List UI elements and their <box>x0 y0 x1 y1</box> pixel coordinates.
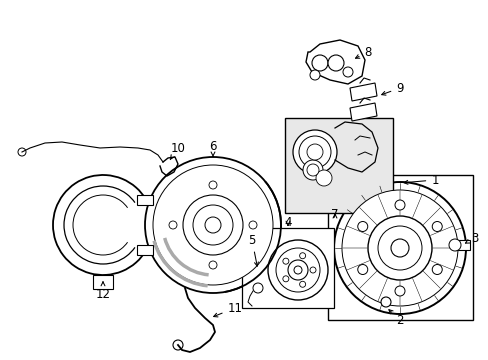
Circle shape <box>333 182 465 314</box>
Text: 3: 3 <box>465 231 478 244</box>
Polygon shape <box>349 83 376 101</box>
Text: 5: 5 <box>248 234 258 266</box>
Circle shape <box>309 267 315 273</box>
Polygon shape <box>305 40 364 84</box>
Text: 12: 12 <box>95 282 110 302</box>
Text: 1: 1 <box>403 174 438 186</box>
Circle shape <box>248 221 257 229</box>
Circle shape <box>377 226 421 270</box>
Circle shape <box>204 217 221 233</box>
Circle shape <box>357 265 367 274</box>
Circle shape <box>394 200 404 210</box>
Circle shape <box>431 221 441 231</box>
Circle shape <box>394 286 404 296</box>
Bar <box>137 244 153 255</box>
Circle shape <box>309 70 319 80</box>
Circle shape <box>287 260 307 280</box>
Circle shape <box>357 221 367 231</box>
Text: 10: 10 <box>170 141 185 159</box>
Text: 8: 8 <box>355 45 371 58</box>
Circle shape <box>293 266 302 274</box>
Circle shape <box>311 55 327 71</box>
Circle shape <box>252 283 263 293</box>
Circle shape <box>367 216 431 280</box>
Circle shape <box>208 181 217 189</box>
Circle shape <box>193 205 232 245</box>
Bar <box>137 195 153 206</box>
Text: 9: 9 <box>381 81 403 95</box>
Circle shape <box>306 164 318 176</box>
Circle shape <box>292 130 336 174</box>
Circle shape <box>431 265 441 274</box>
Text: 2: 2 <box>388 310 403 327</box>
Circle shape <box>267 240 327 300</box>
Circle shape <box>380 297 390 307</box>
Circle shape <box>299 253 305 259</box>
Circle shape <box>341 190 457 306</box>
Bar <box>285 118 392 213</box>
Circle shape <box>275 248 319 292</box>
Circle shape <box>183 195 243 255</box>
Circle shape <box>298 136 330 168</box>
Bar <box>93 275 113 289</box>
Circle shape <box>306 144 323 160</box>
Circle shape <box>342 67 352 77</box>
Polygon shape <box>349 103 376 121</box>
Circle shape <box>303 160 323 180</box>
Text: 11: 11 <box>213 302 242 317</box>
Bar <box>454 240 469 250</box>
Circle shape <box>299 281 305 287</box>
Circle shape <box>327 55 343 71</box>
Circle shape <box>169 221 177 229</box>
Text: 4: 4 <box>284 216 291 229</box>
Circle shape <box>208 261 217 269</box>
Circle shape <box>153 165 272 285</box>
Text: 7: 7 <box>330 208 338 221</box>
Circle shape <box>145 157 281 293</box>
Circle shape <box>282 258 288 264</box>
Text: 6: 6 <box>209 140 216 156</box>
Circle shape <box>448 239 460 251</box>
Circle shape <box>390 239 408 257</box>
Circle shape <box>282 276 288 282</box>
Circle shape <box>315 170 331 186</box>
Bar <box>327 175 472 320</box>
Bar <box>242 228 333 308</box>
